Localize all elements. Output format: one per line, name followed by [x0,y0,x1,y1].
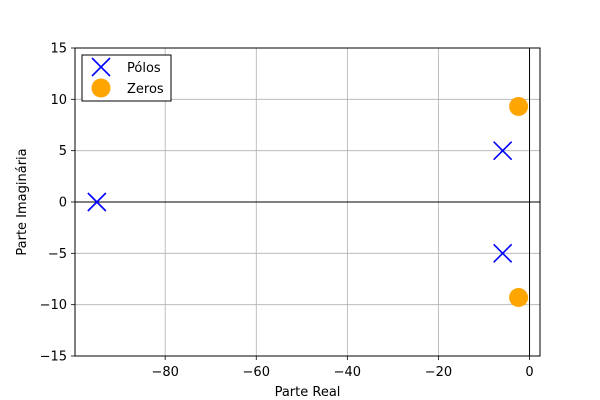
pole-marker [493,141,513,161]
data-marks [87,97,529,307]
y-tick-label: −5 [48,247,67,262]
pole-marker [493,243,513,263]
x-axis-label: Parte Real [275,385,341,400]
legend-marker [91,78,111,98]
pole-marker [87,192,107,212]
x-tick-label: −40 [334,365,361,380]
pole-marker-stroke [493,243,513,263]
y-tick-label: 10 [50,93,67,108]
legend-marker [91,57,111,77]
legend-entry-label: Pólos [127,61,161,76]
y-tick-label: −10 [40,298,67,313]
x-tick-label: −80 [151,365,178,380]
y-axis-label: Parte Imaginária [15,148,30,255]
x-tick-label: 0 [525,365,533,380]
y-tick-label: 0 [59,196,67,211]
pole-marker-stroke [493,141,513,161]
x-tick-label: −60 [243,365,270,380]
zero-axis-lines [75,48,540,356]
y-tick-label: −15 [40,350,67,365]
y-tick-label: 15 [50,42,67,57]
zero-marker [509,287,529,307]
y-tick-label: 5 [59,144,67,159]
pole-marker-stroke [91,57,111,77]
x-tick-label: −20 [425,365,452,380]
legend: Pólos Zeros [81,54,172,102]
pole-marker-stroke [87,192,107,212]
axis-ticks: −80 −60 −40 −20 0 −15 −10 −5 0 5 10 15 [40,42,534,381]
legend-entry-label: Zeros [127,82,164,97]
zero-marker [509,97,529,117]
